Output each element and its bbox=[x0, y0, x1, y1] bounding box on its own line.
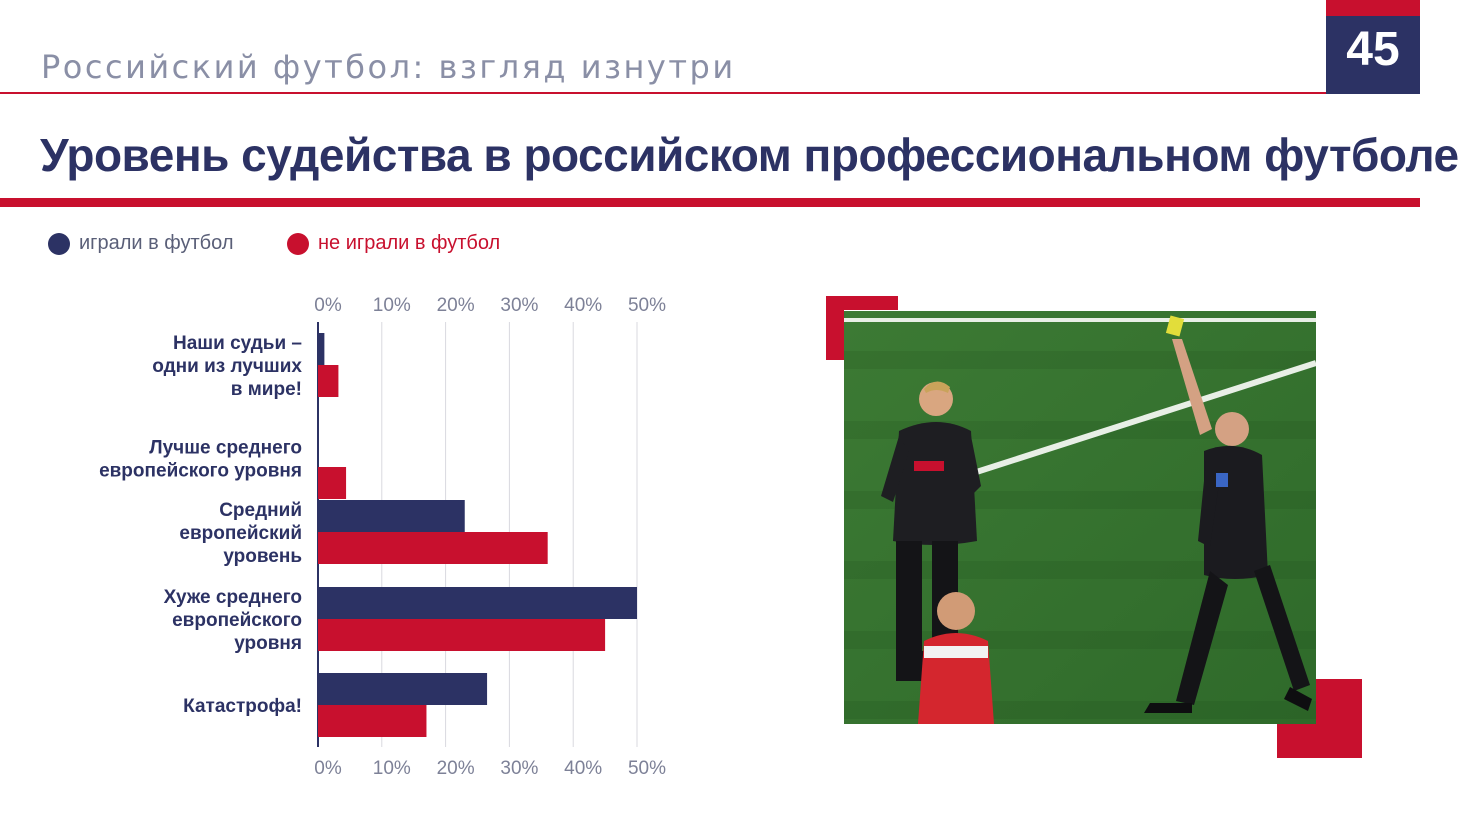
badge-accent bbox=[1326, 0, 1420, 16]
category-label: Средний bbox=[219, 500, 302, 521]
bar-played bbox=[318, 587, 637, 619]
category-label: Лучше среднего bbox=[149, 438, 302, 459]
x-tick-label-top: 0% bbox=[314, 295, 342, 316]
bar-played bbox=[318, 333, 325, 365]
football-pitch-image bbox=[844, 311, 1316, 724]
bar-not-played bbox=[318, 532, 548, 564]
category-label: уровня bbox=[234, 633, 302, 654]
x-tick-label-bottom: 20% bbox=[437, 758, 475, 779]
horizontal-bar-chart: 0% 0% 10% 10% 20% 20% 30% 30% 40% 40% 50% 50% Наши с… bbox=[99, 295, 666, 779]
title-divider bbox=[0, 198, 1420, 207]
x-tick-label-top: 20% bbox=[437, 295, 475, 316]
category-label: Наши судьи – bbox=[173, 333, 302, 354]
x-tick-label-bottom: 0% bbox=[314, 758, 342, 779]
bar-not-played bbox=[318, 365, 339, 397]
legend-dot-not-played bbox=[287, 232, 309, 255]
x-tick-label-bottom: 50% bbox=[628, 758, 666, 779]
x-tick-label-top: 40% bbox=[564, 295, 602, 316]
legend-label-played: играли в футбол bbox=[79, 232, 234, 254]
x-tick-label-top: 50% bbox=[628, 295, 666, 316]
slide-title: Уровень судейства в российском профессио… bbox=[40, 129, 1460, 181]
bar-not-played bbox=[318, 619, 606, 651]
legend-item-not-played: не играли в футбол bbox=[287, 232, 500, 255]
bar-played bbox=[318, 673, 488, 705]
bar-played bbox=[318, 500, 465, 532]
legend-item-played: играли в футбол bbox=[48, 232, 234, 255]
bar-not-played bbox=[318, 467, 347, 499]
referee-figure bbox=[1144, 315, 1312, 713]
photo-frame-top bbox=[826, 296, 898, 310]
header-divider bbox=[0, 92, 1326, 94]
category-label: в мире! bbox=[231, 379, 302, 400]
category-label: европейский bbox=[179, 523, 302, 544]
x-tick-label-top: 30% bbox=[500, 295, 538, 316]
category-label: одни из лучших bbox=[152, 356, 302, 377]
category-label: европейского уровня bbox=[99, 461, 302, 482]
legend-dot-played bbox=[48, 232, 70, 255]
x-tick-label-bottom: 30% bbox=[500, 758, 538, 779]
category-label: европейского bbox=[172, 610, 302, 631]
category-label: Хуже среднего bbox=[164, 587, 302, 608]
page-number-badge: 45 bbox=[1326, 0, 1420, 94]
referee-yellow-card-photo bbox=[844, 311, 1316, 724]
category-label: уровень bbox=[223, 546, 302, 567]
x-tick-label-bottom: 40% bbox=[564, 758, 602, 779]
page-number: 45 bbox=[1346, 23, 1400, 76]
presentation-subtitle: Российский футбол: взгляд изнутри bbox=[41, 48, 736, 86]
legend-label-not-played: не играли в футбол bbox=[318, 232, 501, 254]
x-tick-label-top: 10% bbox=[373, 295, 411, 316]
x-tick-label-bottom: 10% bbox=[373, 758, 411, 779]
seated-player-figure bbox=[918, 592, 994, 724]
photo-frame-left bbox=[826, 296, 844, 360]
category-label: Катастрофа! bbox=[183, 696, 302, 717]
bar-not-played bbox=[318, 705, 427, 737]
